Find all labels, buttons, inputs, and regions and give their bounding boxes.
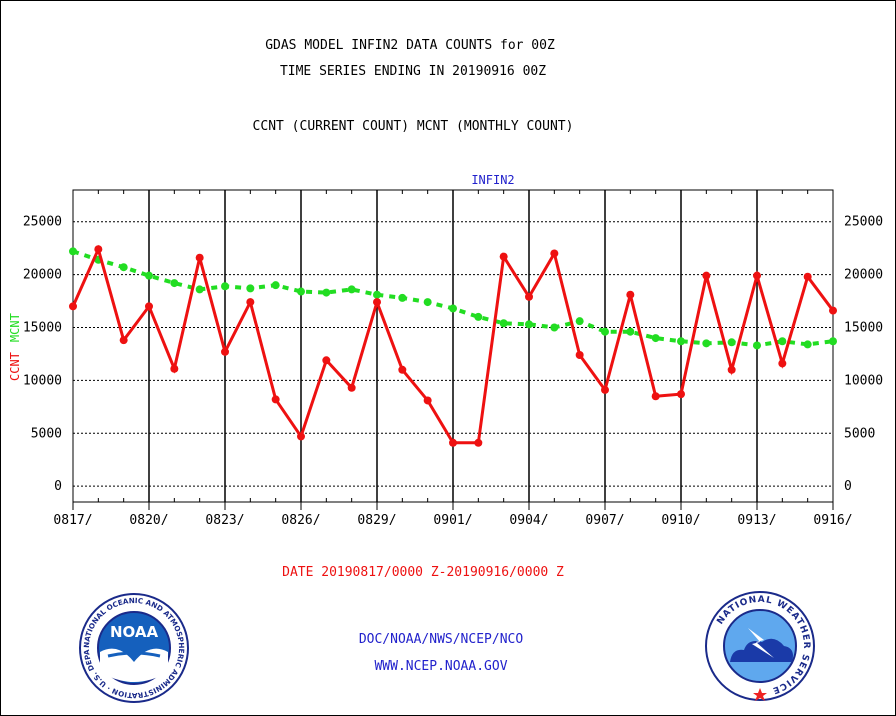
series-mcnt-point xyxy=(829,337,837,346)
series-ccnt-point xyxy=(601,385,609,394)
y-tick-label-right: 0 xyxy=(844,479,852,494)
date-range-label: DATE 20190817/0000 Z-20190916/0000 Z xyxy=(282,565,564,580)
y-axis-label-mcnt: MCNT xyxy=(8,313,22,342)
x-tick-label: 0907/ xyxy=(585,513,624,528)
series-ccnt-point xyxy=(575,350,584,359)
series-ccnt-point xyxy=(119,336,128,345)
x-tick-label: 0904/ xyxy=(509,513,548,528)
x-tick-label: 0826/ xyxy=(281,513,320,528)
series-ccnt-point xyxy=(829,306,837,315)
x-tick-label: 0913/ xyxy=(737,513,776,528)
x-tick-label: 0817/ xyxy=(53,513,92,528)
y-tick-label-left: 15000 xyxy=(23,320,62,335)
y-tick-label-right: 5000 xyxy=(844,426,875,441)
series-mcnt-point xyxy=(525,320,533,329)
series-ccnt-point xyxy=(449,438,457,447)
series-mcnt-point xyxy=(702,339,711,348)
y-tick-label-right: 15000 xyxy=(844,320,883,335)
y-axis-label-ccnt: CCNT xyxy=(8,352,22,381)
series-mcnt-point xyxy=(246,284,255,293)
x-tick-label: 0910/ xyxy=(661,513,700,528)
series-mcnt-point xyxy=(474,312,483,321)
series-ccnt-point xyxy=(94,245,103,254)
series-mcnt-point xyxy=(727,338,736,347)
series-mcnt-point xyxy=(626,327,635,336)
series-mcnt-point xyxy=(373,290,381,299)
series-mcnt-point xyxy=(297,287,305,296)
y-tick-label-right: 20000 xyxy=(844,268,883,283)
series-ccnt-point xyxy=(145,302,153,311)
series-mcnt-point xyxy=(119,263,128,272)
series-ccnt-point xyxy=(69,302,77,311)
org-path-label: DOC/NOAA/NWS/NCEP/NCO xyxy=(358,632,524,647)
series-mcnt-point xyxy=(778,337,787,346)
series-mcnt-point xyxy=(170,279,179,288)
series-ccnt-point xyxy=(651,392,660,401)
series-mcnt-point xyxy=(601,327,609,336)
series-mcnt-point xyxy=(677,337,685,346)
series-mcnt-point xyxy=(575,317,584,326)
series-ccnt-point xyxy=(170,364,179,373)
series-ccnt-point xyxy=(677,390,685,399)
series-mcnt-point xyxy=(221,282,229,291)
series-mcnt-point xyxy=(195,285,204,294)
series-ccnt-point xyxy=(474,438,483,447)
series-ccnt-point xyxy=(297,432,305,441)
nws-logo: NATIONAL WEATHER SERVICE xyxy=(705,591,815,701)
y-tick-label-left: 5000 xyxy=(31,426,62,441)
series-ccnt-point xyxy=(753,271,761,280)
series-mcnt-point xyxy=(322,288,331,297)
series-mcnt-point xyxy=(550,323,559,332)
y-tick-label-right: 10000 xyxy=(844,373,883,388)
series-mcnt-point xyxy=(753,341,761,350)
series-ccnt-point xyxy=(423,396,432,405)
series-mcnt-point xyxy=(69,247,77,256)
plot-title: INFIN2 xyxy=(471,173,514,187)
noaa-logo: NATIONAL OCEANIC AND ATMOSPHERIC ADMINIS… xyxy=(78,592,189,703)
series-mcnt-point xyxy=(803,340,812,349)
series-ccnt-point xyxy=(221,347,229,356)
series-ccnt-point xyxy=(499,252,508,261)
x-tick-label: 0829/ xyxy=(357,513,396,528)
chart-subtitle: CCNT (CURRENT COUNT) MCNT (MONTHLY COUNT… xyxy=(252,119,574,134)
series-ccnt-point xyxy=(246,298,255,307)
noaa-wordmark: NOAA xyxy=(110,623,159,641)
chart-title-line1: GDAS MODEL INFIN2 DATA COUNTS for 00Z xyxy=(265,38,555,53)
series-ccnt-point xyxy=(195,253,204,262)
series-ccnt-point xyxy=(271,395,280,404)
y-tick-label-left: 25000 xyxy=(23,215,62,230)
series-mcnt-point xyxy=(499,319,508,328)
series-ccnt-point xyxy=(626,290,635,299)
y-axis-label: CCNT MCNT xyxy=(8,313,22,381)
chart-title-line2: TIME SERIES ENDING IN 20190916 00Z xyxy=(279,64,547,79)
x-tick-label: 0820/ xyxy=(129,513,168,528)
series-ccnt-point xyxy=(702,271,711,280)
series-ccnt-point xyxy=(778,359,787,368)
series-ccnt-point xyxy=(550,249,559,258)
series-mcnt-point xyxy=(449,304,457,313)
y-tick-label-left: 20000 xyxy=(23,268,62,283)
series-ccnt-point xyxy=(525,292,533,301)
series-ccnt-point xyxy=(347,383,356,392)
x-tick-label: 0823/ xyxy=(205,513,244,528)
series-mcnt-point xyxy=(398,293,407,302)
series-ccnt-point xyxy=(373,298,381,307)
y-tick-label-right: 25000 xyxy=(844,215,883,230)
series-mcnt-point xyxy=(145,271,153,280)
series-ccnt-point xyxy=(322,356,331,365)
x-tick-label: 0901/ xyxy=(433,513,472,528)
series-mcnt-point xyxy=(347,285,356,294)
x-tick-label: 0916/ xyxy=(813,513,852,528)
y-tick-label-left: 0 xyxy=(54,479,62,494)
series-ccnt-point xyxy=(803,272,812,281)
series-mcnt-point xyxy=(271,281,280,290)
series-mcnt-point xyxy=(651,334,660,343)
y-tick-label-left: 10000 xyxy=(23,373,62,388)
series-mcnt-point xyxy=(423,298,432,307)
website-label: WWW.NCEP.NOAA.GOV xyxy=(374,659,508,674)
series-ccnt-point xyxy=(398,365,407,374)
series-ccnt-point xyxy=(727,365,736,374)
